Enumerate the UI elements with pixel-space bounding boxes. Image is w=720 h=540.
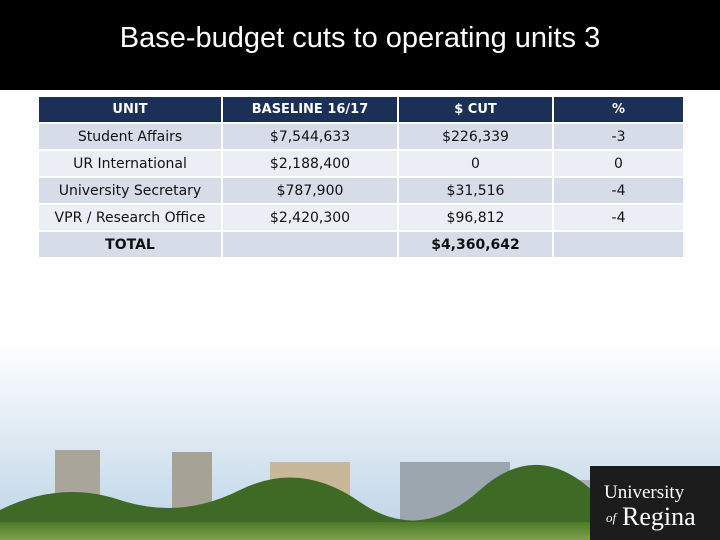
logo-text: of	[606, 510, 617, 525]
table-cell: -3	[554, 124, 683, 149]
table-cell	[223, 232, 397, 257]
table-cell: $4,360,642	[399, 232, 552, 257]
slide-title: Base-budget cuts to operating units 3	[119, 22, 601, 54]
logo-text: University	[604, 482, 685, 503]
table-cell: UR International	[39, 151, 221, 176]
table-cell: -4	[554, 178, 683, 203]
table-cell: VPR / Research Office	[39, 205, 221, 230]
header-row: UNIT BASELINE 16/17 $ CUT%	[39, 97, 683, 122]
column-header: %	[554, 97, 683, 122]
header-bar	[0, 0, 720, 90]
university-logo: University of Regina	[590, 466, 720, 540]
table-cell: $31,516	[399, 178, 552, 203]
table-row: TOTAL $4,360,642	[39, 232, 683, 257]
budget-table: UNIT BASELINE 16/17 $ CUT% Student Affairs $…	[37, 95, 685, 259]
table-row: Student Affairs $7,544,633 $226,339 -3	[39, 124, 683, 149]
table-cell: Student Affairs	[39, 124, 221, 149]
table-cell: $2,188,400	[223, 151, 397, 176]
column-header: BASELINE 16/17	[223, 97, 397, 122]
table-cell: $226,339	[399, 124, 552, 149]
table-cell: $2,420,300	[223, 205, 397, 230]
table-cell	[554, 232, 683, 257]
table-cell: $787,900	[223, 178, 397, 203]
table-row: VPR / Research Office $2,420,300 $96,812 -4	[39, 205, 683, 230]
campus-photo	[0, 340, 720, 540]
table-cell: 0	[554, 151, 683, 176]
table-cell: 0	[399, 151, 552, 176]
column-header: UNIT	[39, 97, 221, 122]
table-cell: -4	[554, 205, 683, 230]
table-row: University Secretary $787,900 $31,516 -4	[39, 178, 683, 203]
table-cell: TOTAL	[39, 232, 221, 257]
logo-text: Regina	[622, 502, 696, 531]
column-header: $ CUT	[399, 97, 552, 122]
table-row: UR International $2,188,400 0 0	[39, 151, 683, 176]
table-cell: $7,544,633	[223, 124, 397, 149]
table-cell: University Secretary	[39, 178, 221, 203]
table-cell: $96,812	[399, 205, 552, 230]
